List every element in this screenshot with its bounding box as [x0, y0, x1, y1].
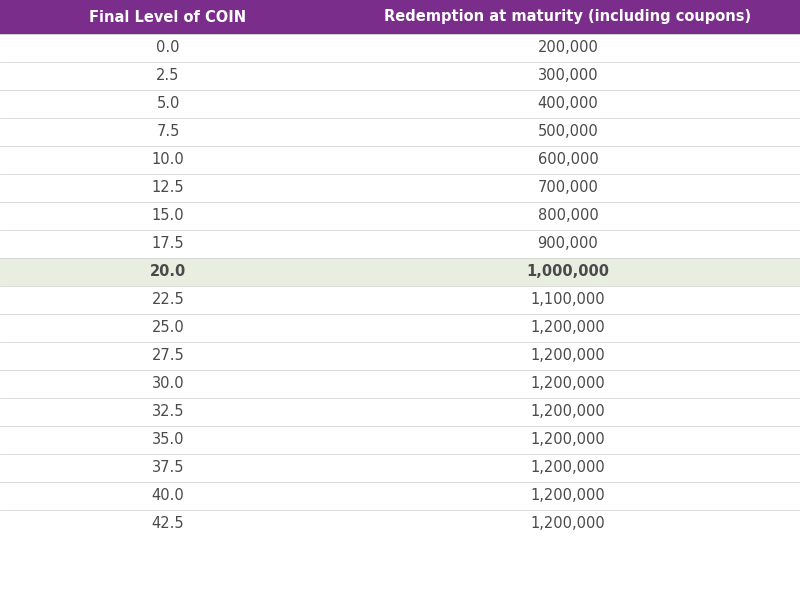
Text: 15.0: 15.0 [152, 208, 184, 223]
Text: 35.0: 35.0 [152, 433, 184, 448]
Bar [0, 118, 800, 146]
Text: 900,000: 900,000 [538, 236, 598, 251]
Text: 1,200,000: 1,200,000 [530, 517, 606, 532]
Text: 17.5: 17.5 [152, 236, 184, 251]
Bar [0, 398, 800, 426]
Text: 10.0: 10.0 [152, 152, 184, 167]
Text: 600,000: 600,000 [538, 152, 598, 167]
Text: 1,200,000: 1,200,000 [530, 404, 606, 419]
Text: 32.5: 32.5 [152, 404, 184, 419]
Bar [0, 426, 800, 454]
Bar [0, 90, 800, 118]
Text: 700,000: 700,000 [538, 181, 598, 196]
Text: 27.5: 27.5 [152, 349, 184, 364]
Bar [0, 146, 800, 174]
Text: Redemption at maturity (including coupons): Redemption at maturity (including coupon… [385, 10, 751, 25]
Text: 40.0: 40.0 [152, 488, 184, 503]
Text: 2.5: 2.5 [156, 68, 180, 83]
Bar [0, 230, 800, 258]
Bar [0, 202, 800, 230]
Text: 25.0: 25.0 [152, 320, 184, 335]
Text: 20.0: 20.0 [150, 265, 186, 280]
Text: 1,200,000: 1,200,000 [530, 320, 606, 335]
Text: 200,000: 200,000 [538, 40, 598, 55]
Bar [0, 510, 800, 538]
Bar [0, 0, 800, 34]
Text: 30.0: 30.0 [152, 377, 184, 391]
Bar [0, 342, 800, 370]
Bar [0, 34, 800, 62]
Text: 42.5: 42.5 [152, 517, 184, 532]
Text: 12.5: 12.5 [152, 181, 184, 196]
Text: 37.5: 37.5 [152, 461, 184, 475]
Text: 22.5: 22.5 [152, 292, 184, 307]
Text: 1,200,000: 1,200,000 [530, 433, 606, 448]
Text: 800,000: 800,000 [538, 208, 598, 223]
Bar [0, 314, 800, 342]
Text: 500,000: 500,000 [538, 124, 598, 139]
Text: Final Level of COIN: Final Level of COIN [90, 10, 246, 25]
Bar [0, 454, 800, 482]
Text: 0.0: 0.0 [156, 40, 180, 55]
Text: 1,100,000: 1,100,000 [530, 292, 606, 307]
Text: 400,000: 400,000 [538, 97, 598, 112]
Bar [0, 286, 800, 314]
Text: 1,200,000: 1,200,000 [530, 349, 606, 364]
Bar [0, 258, 800, 286]
Text: 1,000,000: 1,000,000 [526, 265, 610, 280]
Text: 1,200,000: 1,200,000 [530, 461, 606, 475]
Bar [0, 62, 800, 90]
Text: 1,200,000: 1,200,000 [530, 377, 606, 391]
Text: 1,200,000: 1,200,000 [530, 488, 606, 503]
Text: 5.0: 5.0 [156, 97, 180, 112]
Text: 300,000: 300,000 [538, 68, 598, 83]
Bar [0, 370, 800, 398]
Bar [0, 174, 800, 202]
Bar [0, 482, 800, 510]
Text: 7.5: 7.5 [156, 124, 180, 139]
